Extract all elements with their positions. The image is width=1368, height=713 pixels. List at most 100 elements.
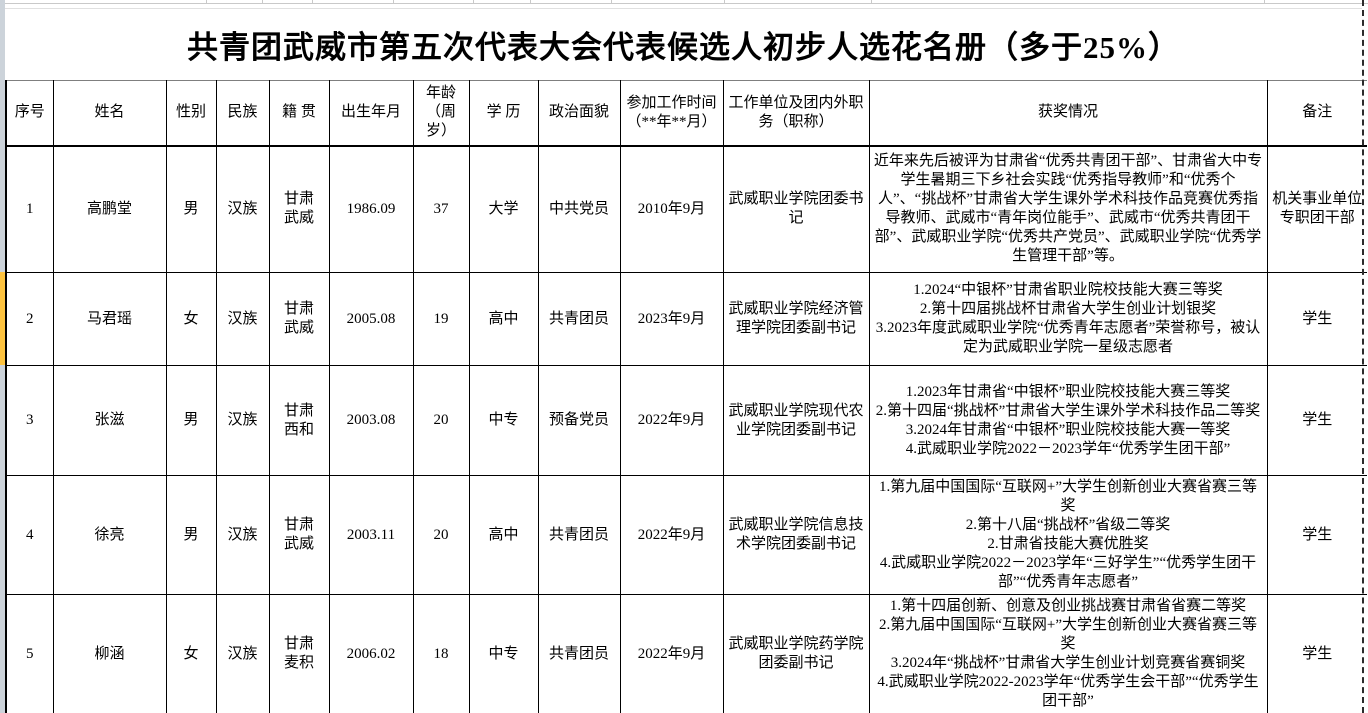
cell-awards[interactable]: 1.2023年甘肃省“中银杯”职业院校技能大赛三等奖 2.第十四届“挑战杯”甘肃… — [868, 365, 1268, 476]
header-gender: 性别 — [165, 80, 217, 147]
cell-work-unit-position[interactable]: 武威职业学院药学院团委副书记 — [722, 594, 870, 713]
cell-gender[interactable]: 男 — [165, 145, 217, 273]
cell-political-status[interactable]: 共青团员 — [537, 272, 621, 366]
cell-work-start-time[interactable]: 2023年9月 — [619, 272, 724, 366]
cell-work-unit-position[interactable]: 武威职业学院经济管理学院团委副书记 — [722, 272, 870, 366]
header-row: 序号 姓名 性别 民族 籍 贯 出生年月 年龄 （周岁） 学 历 政治面貌 参加… — [5, 80, 1367, 147]
table-row: 1 高鹏堂 男 汉族 甘肃 武威 1986.09 37 大学 中共党员 2010… — [5, 145, 1367, 273]
header-education: 学 历 — [468, 80, 539, 147]
cell-remarks[interactable]: 学生 — [1266, 272, 1367, 366]
cell-education[interactable]: 中专 — [468, 365, 539, 476]
cell-education[interactable]: 大学 — [468, 145, 539, 273]
cell-name[interactable]: 徐亮 — [52, 475, 167, 595]
cell-gender[interactable]: 男 — [165, 365, 217, 476]
cell-name[interactable]: 高鹏堂 — [52, 145, 167, 273]
cell-ethnicity[interactable]: 汉族 — [215, 145, 270, 273]
grid-line-vertical — [262, 0, 263, 4]
cell-gender[interactable]: 女 — [165, 594, 217, 713]
cell-index[interactable]: 5 — [5, 594, 54, 713]
cell-remarks[interactable]: 机关事业单位专职团干部 — [1266, 145, 1367, 273]
cell-political-status[interactable]: 预备党员 — [537, 365, 621, 476]
cell-ethnicity[interactable]: 汉族 — [215, 272, 270, 366]
roster-table: 序号 姓名 性别 民族 籍 贯 出生年月 年龄 （周岁） 学 历 政治面貌 参加… — [5, 80, 1367, 713]
cell-index[interactable]: 1 — [5, 145, 54, 273]
cell-ethnicity[interactable]: 汉族 — [215, 475, 270, 595]
cell-birth-date[interactable]: 2006.02 — [328, 594, 414, 713]
cell-education[interactable]: 高中 — [468, 475, 539, 595]
cell-gender[interactable]: 男 — [165, 475, 217, 595]
cell-remarks[interactable]: 学生 — [1266, 365, 1367, 476]
cell-native-place[interactable]: 甘肃 西和 — [268, 365, 330, 476]
page-break-line — [1362, 0, 1364, 713]
cell-birth-date[interactable]: 2003.08 — [328, 365, 414, 476]
cell-education[interactable]: 中专 — [468, 594, 539, 713]
page-title: 共青团武威市第五次代表大会代表候选人初步人选花名册（多于25%） — [5, 8, 1362, 80]
cell-birth-date[interactable]: 1986.09 — [328, 145, 414, 273]
header-remarks: 备注 — [1266, 80, 1367, 147]
grid-line-vertical — [871, 0, 872, 4]
cell-index[interactable]: 4 — [5, 475, 54, 595]
cell-work-start-time[interactable]: 2010年9月 — [619, 145, 724, 273]
cell-native-place[interactable]: 甘肃 麦积 — [268, 594, 330, 713]
header-political-status: 政治面貌 — [537, 80, 621, 147]
cell-awards[interactable]: 1.2024“中银杯”甘肃省职业院校技能大赛三等奖 2.第十四届挑战杯甘肃省大学… — [868, 272, 1268, 366]
table-row: 3 张滋 男 汉族 甘肃 西和 2003.08 20 中专 预备党员 2022年… — [5, 365, 1367, 476]
cell-awards[interactable]: 1.第十四届创新、创意及创业挑战赛甘肃省省赛二等奖 2.第九届中国国际“互联网+… — [868, 594, 1268, 713]
header-native-place: 籍 贯 — [268, 80, 330, 147]
grid-line-vertical — [393, 0, 394, 4]
cell-birth-date[interactable]: 2003.11 — [328, 475, 414, 595]
cell-awards[interactable]: 1.第九届中国国际“互联网+”大学生创新创业大赛省赛三等奖 2.第十八届“挑战杯… — [868, 475, 1268, 595]
cell-age[interactable]: 37 — [412, 145, 470, 273]
cell-remarks[interactable]: 学生 — [1266, 475, 1367, 595]
selected-row-indicator — [0, 272, 5, 365]
header-work-unit-position: 工作单位及团内外职务（职称） — [722, 80, 870, 147]
cell-native-place[interactable]: 甘肃 武威 — [268, 145, 330, 273]
cell-work-unit-position[interactable]: 武威职业学院信息技术学院团委副书记 — [722, 475, 870, 595]
table-row: 2 马君瑶 女 汉族 甘肃 武威 2005.08 19 高中 共青团员 2023… — [5, 272, 1367, 366]
cell-political-status[interactable]: 共青团员 — [537, 594, 621, 713]
cell-political-status[interactable]: 中共党员 — [537, 145, 621, 273]
cell-remarks[interactable]: 学生 — [1266, 594, 1367, 713]
cell-age[interactable]: 20 — [412, 365, 470, 476]
cell-ethnicity[interactable]: 汉族 — [215, 365, 270, 476]
cell-ethnicity[interactable]: 汉族 — [215, 594, 270, 713]
cell-native-place[interactable]: 甘肃 武威 — [268, 272, 330, 366]
cell-native-place[interactable]: 甘肃 武威 — [268, 475, 330, 595]
table-row: 4 徐亮 男 汉族 甘肃 武威 2003.11 20 高中 共青团员 2022年… — [5, 475, 1367, 595]
cell-work-start-time[interactable]: 2022年9月 — [619, 475, 724, 595]
grid-line-vertical — [206, 0, 207, 4]
cell-birth-date[interactable]: 2005.08 — [328, 272, 414, 366]
grid-line-vertical — [611, 0, 612, 4]
grid-line-vertical — [1264, 0, 1265, 4]
cell-index[interactable]: 3 — [5, 365, 54, 476]
grid-line-vertical — [724, 0, 725, 4]
cell-work-unit-position[interactable]: 武威职业学院团委书记 — [722, 145, 870, 273]
cell-age[interactable]: 18 — [412, 594, 470, 713]
header-birth-date: 出生年月 — [328, 80, 414, 147]
cell-name[interactable]: 张滋 — [52, 365, 167, 476]
table-row: 5 柳涵 女 汉族 甘肃 麦积 2006.02 18 中专 共青团员 2022年… — [5, 594, 1367, 713]
cell-work-start-time[interactable]: 2022年9月 — [619, 365, 724, 476]
cell-gender[interactable]: 女 — [165, 272, 217, 366]
cell-age[interactable]: 20 — [412, 475, 470, 595]
header-index: 序号 — [5, 80, 54, 147]
cell-political-status[interactable]: 共青团员 — [537, 475, 621, 595]
grid-line-vertical — [312, 0, 313, 4]
cell-index[interactable]: 2 — [5, 272, 54, 366]
cell-age[interactable]: 19 — [412, 272, 470, 366]
grid-line-horizontal — [5, 3, 1368, 4]
header-work-start-time: 参加工作时间 （**年**月） — [619, 80, 724, 147]
grid-line-vertical — [473, 0, 474, 4]
cell-work-unit-position[interactable]: 武威职业学院现代农业学院团委副书记 — [722, 365, 870, 476]
cell-name[interactable]: 马君瑶 — [52, 272, 167, 366]
header-name: 姓名 — [52, 80, 167, 147]
header-ethnicity: 民族 — [215, 80, 270, 147]
header-age: 年龄 （周岁） — [412, 80, 470, 147]
cell-work-start-time[interactable]: 2022年9月 — [619, 594, 724, 713]
cell-awards[interactable]: 近年来先后被评为甘肃省“优秀共青团干部”、甘肃省大中专学生暑期三下乡社会实践“优… — [868, 145, 1268, 273]
grid-line-vertical — [530, 0, 531, 4]
cell-education[interactable]: 高中 — [468, 272, 539, 366]
header-awards: 获奖情况 — [868, 80, 1268, 147]
cell-name[interactable]: 柳涵 — [52, 594, 167, 713]
